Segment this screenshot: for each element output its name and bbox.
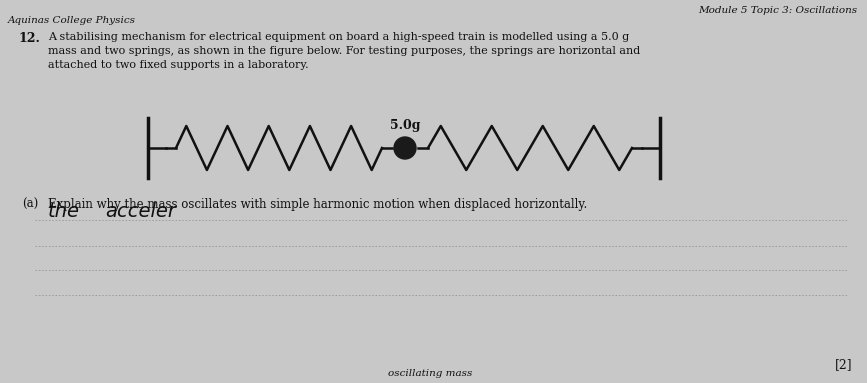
Text: A stabilising mechanism for electrical equipment on board a high-speed train is : A stabilising mechanism for electrical e… [48, 32, 629, 42]
Text: 5.0g: 5.0g [390, 119, 420, 132]
Text: [2]: [2] [834, 358, 852, 371]
Text: the: the [48, 202, 80, 221]
Text: acceler: acceler [105, 202, 176, 221]
Text: mass and two springs, as shown in the figure below. For testing purposes, the sp: mass and two springs, as shown in the fi… [48, 46, 640, 56]
Text: Module 5 Topic 3: Oscillations: Module 5 Topic 3: Oscillations [698, 6, 857, 15]
Text: (a): (a) [22, 198, 38, 211]
Text: attached to two fixed supports in a laboratory.: attached to two fixed supports in a labo… [48, 60, 309, 70]
Text: 12.: 12. [18, 32, 40, 45]
Text: Explain why the mass oscillates with simple harmonic motion when displaced horiz: Explain why the mass oscillates with sim… [48, 198, 587, 211]
Circle shape [394, 137, 416, 159]
Text: Aquinas College Physics: Aquinas College Physics [8, 16, 136, 25]
Text: oscillating mass: oscillating mass [388, 369, 473, 378]
